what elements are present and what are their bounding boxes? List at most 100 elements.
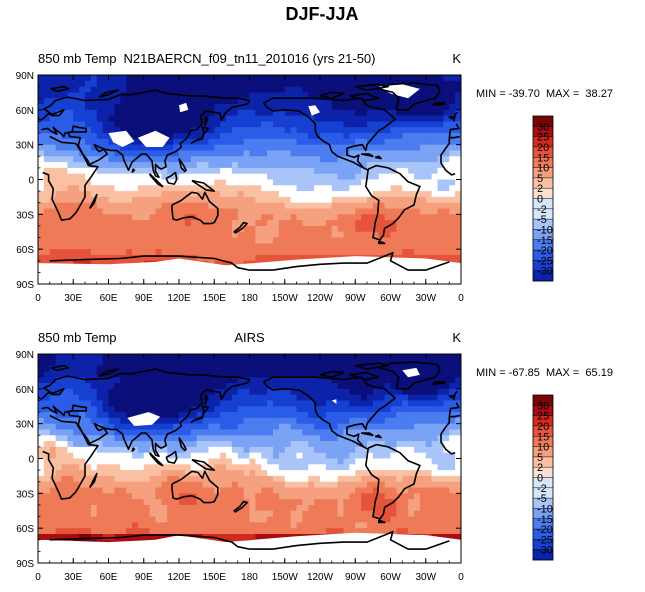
field-cell: [349, 208, 356, 215]
field-cell: [79, 522, 86, 529]
field-cell: [431, 231, 438, 238]
field-cell: [284, 522, 292, 529]
field-cell: [261, 510, 268, 517]
field-cell: [196, 138, 203, 146]
field-cell: [220, 475, 227, 483]
field-cell: [114, 167, 121, 175]
field-cell: [308, 86, 315, 93]
field-cell: [161, 121, 168, 128]
field-cell: [325, 220, 333, 227]
field-cell: [231, 133, 239, 140]
field-cell: [226, 214, 233, 221]
field-cell: [302, 504, 309, 512]
field-cell: [390, 435, 397, 442]
field-cell: [132, 452, 139, 459]
field-cell: [43, 127, 51, 134]
field-cell: [290, 475, 297, 483]
field-cell: [290, 191, 297, 198]
field-cell: [314, 429, 321, 436]
field-cell: [137, 493, 145, 500]
field-cell: [437, 179, 444, 186]
field-cell: [443, 254, 450, 262]
field-cell: [190, 388, 198, 396]
field-cell: [337, 417, 344, 425]
field-cell: [67, 109, 74, 117]
field-cell: [214, 225, 221, 233]
field-cell: [249, 487, 256, 494]
field-cell: [431, 412, 438, 419]
field-cell: [173, 383, 180, 390]
field-cell: [425, 400, 433, 407]
field-cell: [337, 435, 344, 442]
field-cell: [349, 214, 356, 221]
field-cell: [161, 383, 168, 390]
field-cell: [308, 452, 315, 459]
field-cell: [208, 388, 215, 396]
field-cell: [355, 138, 362, 146]
field-cell: [378, 208, 386, 215]
field-cell: [67, 156, 74, 163]
field-cell: [184, 254, 192, 262]
field-cell: [449, 458, 456, 465]
field-cell: [367, 162, 374, 169]
field-cell: [320, 109, 327, 117]
field-cell: [372, 115, 380, 122]
field-cell: [73, 115, 80, 122]
field-cell: [425, 429, 433, 436]
field-cell: [449, 354, 456, 361]
y-tick-label: 60N: [16, 106, 34, 117]
field-cell: [431, 191, 438, 198]
field-cell: [302, 493, 309, 500]
field-cell: [337, 225, 344, 233]
field-cell: [73, 179, 80, 186]
field-cell: [214, 423, 221, 430]
field-cell: [143, 150, 151, 157]
field-cell: [449, 504, 456, 512]
field-cell: [96, 383, 104, 390]
field-cell: [331, 138, 339, 146]
field-cell: [314, 237, 321, 244]
field-cell: [155, 121, 162, 128]
field-cell: [355, 185, 362, 192]
field-cell: [114, 481, 121, 488]
field-cell: [155, 412, 162, 419]
field-cell: [143, 429, 151, 436]
field-cell: [337, 109, 344, 117]
field-cell: [284, 452, 292, 459]
field-cell: [396, 487, 403, 494]
field-cell: [96, 429, 104, 436]
field-cell: [325, 377, 333, 384]
field-cell: [443, 417, 450, 425]
field-cell: [102, 528, 109, 535]
field-cell: [390, 225, 397, 233]
field-cell: [179, 127, 186, 134]
field-cell: [61, 435, 68, 442]
field-cell: [132, 243, 139, 250]
field-cell: [190, 487, 198, 494]
field-cell: [155, 406, 162, 413]
field-cell: [325, 214, 333, 221]
field-cell: [114, 191, 121, 198]
field-cell: [149, 470, 156, 477]
field-cell: [43, 162, 51, 169]
field-cell: [237, 522, 245, 529]
field-cell: [325, 464, 333, 471]
field-cell: [414, 383, 421, 390]
field-cell: [208, 522, 215, 529]
field-cell: [290, 231, 297, 238]
field-cell: [179, 231, 186, 238]
field-cell: [308, 133, 315, 140]
field-cell: [437, 400, 444, 407]
field-cell: [408, 423, 415, 430]
field-cell: [55, 377, 62, 384]
field-cell: [85, 475, 92, 483]
field-cell: [155, 446, 162, 454]
field-cell: [308, 383, 315, 390]
field-cell: [208, 196, 215, 204]
field-cell: [419, 109, 427, 117]
field-cell: [255, 214, 262, 221]
field-cell: [290, 441, 297, 448]
field-cell: [402, 423, 409, 430]
field-cell: [284, 383, 292, 390]
field-cell: [419, 104, 427, 111]
